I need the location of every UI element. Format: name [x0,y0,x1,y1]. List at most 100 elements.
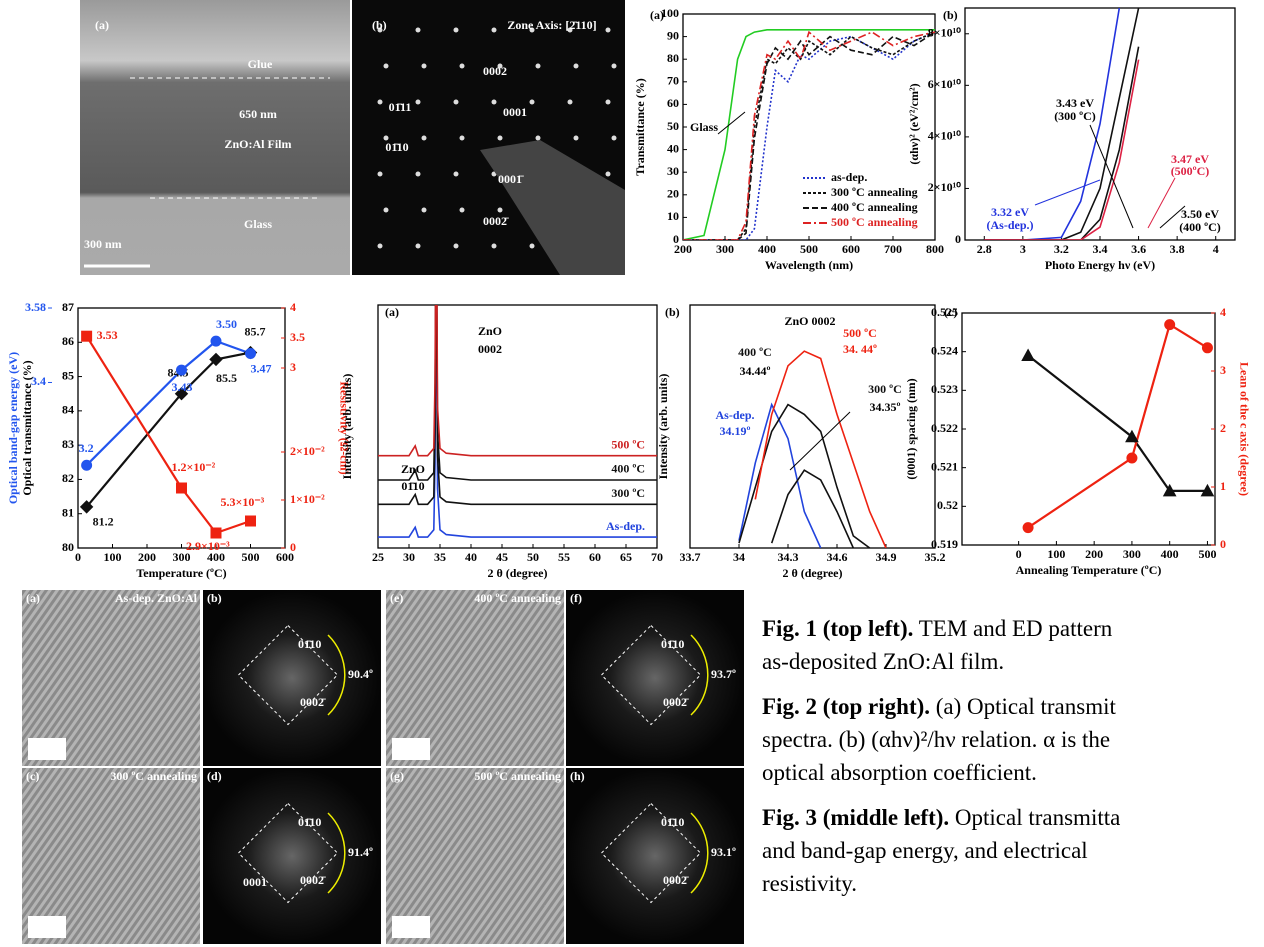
x-tick-label: 34.9 [876,550,897,564]
y-tick-label: 0.523 [931,382,958,396]
legend-label: As-dep. [715,408,754,422]
x-tick-label: 30 [403,550,415,564]
y-tick-label: 0.519 [931,537,958,551]
diffraction-spot [416,100,421,105]
annotation: ZnO [478,324,502,338]
annotation: 34.19º [720,424,751,438]
series-line [739,405,870,548]
y-tick-label: 2×10¹⁰ [928,180,961,194]
label: 90.4º [348,667,373,681]
y2-tick-label: 2×10⁻² [290,444,325,458]
x-tick-label: 34 [733,550,745,564]
label: 2 nm [32,742,58,756]
diffraction-spot [384,64,389,69]
label: (c) [26,769,39,783]
diffraction-spot [612,64,617,69]
y-tick-label: 0.522 [931,421,958,435]
x-tick-label: 55 [558,550,570,564]
diffraction-spot [422,208,427,213]
label: 0002̄ [663,695,689,709]
y2-tick-label: 1×10⁻² [290,492,325,506]
marker [1022,350,1034,361]
legend-label: 300 ºC [611,486,645,500]
annotation: 3.50 eV [1181,207,1219,221]
label: Glass [244,217,272,231]
marker [1202,343,1212,353]
diffraction-spot [384,208,389,213]
x-tick-label: 35 [434,550,446,564]
label: 0002̄ [483,214,509,228]
value-label: 1.2×10⁻² [172,460,216,474]
label: (h) [570,769,585,783]
y-tick-label: 82 [62,471,74,485]
y-tick-label: 87 [62,300,74,314]
y-tick-label: 30 [667,164,679,178]
pointer [1090,125,1133,228]
y2-tick-label: 2 [1220,421,1226,435]
chart: 2003004005006007008000102030405060708090… [633,6,944,272]
x-tick-label: 0 [1016,547,1022,561]
x-axis-label: 2 θ (degree) [782,566,842,580]
label: 0001 [243,875,267,889]
caption-head: Fig. 1 (top left). [762,616,913,641]
y2-tick-label: 3.5 [290,330,305,344]
annotation: 34.35º [870,400,901,414]
x-tick-label: 3.8 [1170,242,1185,256]
caption-text: TEM and ED pattern [913,616,1112,641]
label: 0002̄ [300,695,326,709]
x-tick-label: 40 [465,550,477,564]
y2-tick-label: 0 [290,540,296,554]
annotation: 01̄10 [401,479,424,493]
y-tick-label: 4×10¹⁰ [928,129,961,143]
x-tick-label: 70 [651,550,663,564]
x-tick-label: 25 [372,550,384,564]
y-tick-label: 83 [62,437,74,451]
y-axis-label: (αhν)² (eV²/cm²) [907,83,921,164]
annotation: 0002 [478,342,502,356]
diffraction-spot [568,100,573,105]
diffraction-spot [454,100,459,105]
label: 0002 [483,64,507,78]
legend-label: 400 ºC [611,462,645,476]
label: (b) [372,18,387,32]
label: Zone Axis: [2̄110] [507,18,596,32]
x-tick-label: 200 [1085,547,1103,561]
y-tick-label: 0.521 [931,459,958,473]
series-line [772,470,854,548]
y-tick-label: 81 [62,505,74,519]
marker [177,483,187,493]
series-group [739,351,886,548]
x-tick-label: 60 [589,550,601,564]
x-tick-label: 3.2 [1054,242,1069,256]
y2-tick-label: 3 [1220,363,1226,377]
y2-tick-label: 4 [290,300,296,314]
y-tick-label: 80 [667,51,679,65]
plot-frame [962,313,1215,545]
y-axis-label: Optical transmittance (%) [20,360,34,495]
marker [211,528,221,538]
y3-axis-label: Optical band-gap energy (eV) [6,352,20,504]
x-tick-label: 33.7 [680,550,701,564]
label: (b) [207,591,222,605]
diffraction-spot [460,64,465,69]
pointer [718,112,745,134]
y2-tick-label: 0 [1220,537,1226,551]
diffraction-spot [378,244,383,249]
y-axis-label: Transmittance (%) [633,78,647,175]
legend-label: 400 ºC annealing [831,200,918,214]
annotation: Glass [690,120,718,134]
annotation: (300 ºC) [1054,109,1096,123]
diffraction-spot [492,100,497,105]
x-tick-label: 34.3 [778,550,799,564]
x-tick-label: 300 [1123,547,1141,561]
label: Glue [248,57,273,71]
panel-label: (a) [650,8,664,22]
legend-label: as-dep. [831,170,867,184]
label: 0002̄ [663,873,689,887]
label: 93.7º [711,667,736,681]
marker [82,331,92,341]
annotation: 34.44º [740,364,771,378]
marker [246,349,256,359]
caption-head: Fig. 2 (top right). [762,694,930,719]
series-line [739,405,821,548]
